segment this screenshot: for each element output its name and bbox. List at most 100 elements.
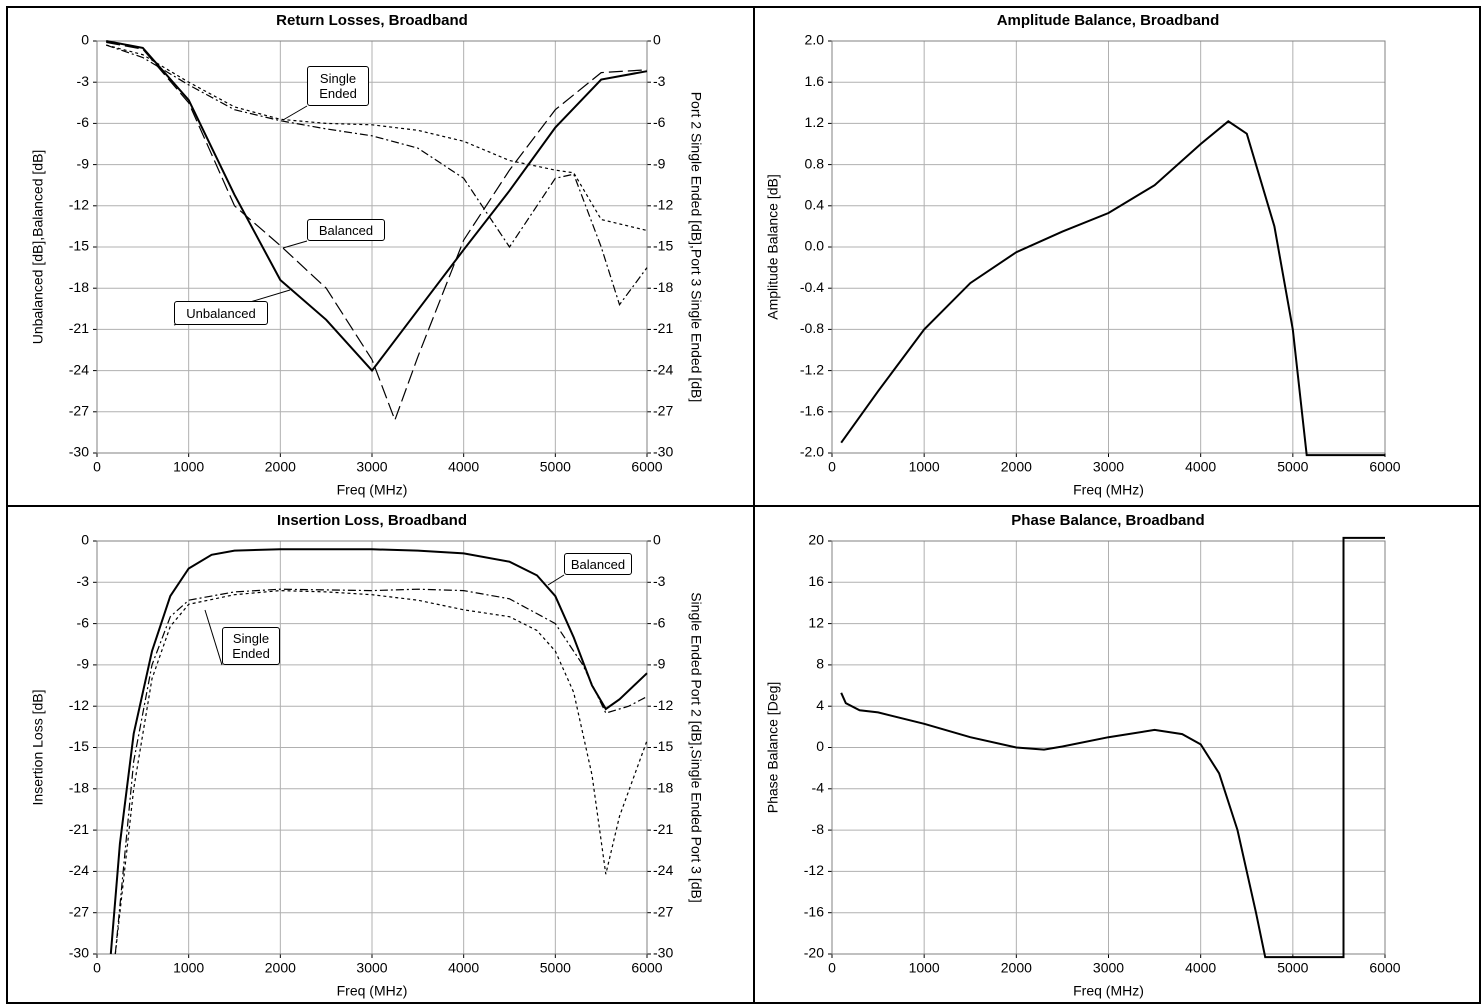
y2-tick-label: -9: [653, 656, 666, 672]
y-tick-label: -30: [69, 945, 89, 961]
x-tick-label: 5000: [540, 960, 571, 976]
y2-tick-label: -12: [653, 197, 673, 213]
series-line: [106, 41, 648, 422]
callout: Balanced: [564, 553, 632, 575]
y-tick-label: -27: [69, 903, 89, 919]
series-line: [106, 40, 648, 373]
callout: Single Ended: [307, 66, 369, 106]
x-tick-label: 3000: [356, 960, 387, 976]
y2-tick-label: 0: [653, 32, 661, 48]
y-tick-label: 0: [81, 532, 89, 548]
x-tick-label: 0: [828, 459, 836, 475]
chart-title: Insertion Loss, Broadband: [277, 512, 467, 529]
x-tick-label: 6000: [631, 459, 662, 475]
x-tick-label: 6000: [1369, 459, 1400, 475]
series-line: [840, 120, 1385, 457]
x-tick-label: 1000: [909, 459, 940, 475]
x-axis-label: Freq (MHz): [337, 482, 408, 498]
callout: Unbalanced: [174, 301, 268, 325]
y-tick-label: -0.4: [800, 279, 824, 295]
y-tick-label: -12: [69, 697, 89, 713]
y2-tick-label: -27: [653, 403, 673, 419]
y2-axis-label: Single Ended Port 2 [dB],Single Ended Po…: [688, 592, 704, 903]
x-tick-label: 4000: [448, 459, 479, 475]
y-tick-label: 4: [816, 697, 824, 713]
y-tick-label: -9: [77, 155, 90, 171]
callout: Single Ended: [222, 627, 280, 665]
chart-title: Amplitude Balance, Broadband: [997, 12, 1220, 29]
y2-tick-label: -15: [653, 238, 673, 254]
x-tick-label: 0: [93, 459, 101, 475]
callout-leader: [282, 240, 308, 249]
y2-tick-label: -3: [653, 73, 666, 89]
y-axis-label: Unbalanced [dB],Balanced [dB]: [30, 150, 46, 345]
chart-title: Return Losses, Broadband: [276, 12, 468, 29]
y-tick-label: 0.0: [805, 238, 825, 254]
y-axis-label: Amplitude Balance [dB]: [765, 174, 781, 320]
series-line: [106, 44, 648, 307]
series-line: [840, 536, 1385, 959]
x-tick-label: 0: [828, 960, 836, 976]
y-tick-label: -27: [69, 403, 89, 419]
x-tick-label: 6000: [1369, 960, 1400, 976]
plot-border: [96, 540, 648, 955]
y-tick-label: -1.2: [800, 361, 824, 377]
y-tick-label: 2.0: [805, 32, 825, 48]
y2-tick-label: -27: [653, 903, 673, 919]
y2-tick-label: -21: [653, 821, 673, 837]
x-tick-label: 4000: [1185, 459, 1216, 475]
y2-tick-label: -15: [653, 738, 673, 754]
legend-entry: Balanced: [564, 553, 632, 575]
series-line: [109, 548, 648, 955]
y-tick-label: -1.6: [800, 403, 824, 419]
x-tick-label: 5000: [540, 459, 571, 475]
x-tick-label: 4000: [448, 960, 479, 976]
y-tick-label: 0.8: [805, 155, 825, 171]
y-tick-label: -15: [69, 238, 89, 254]
y-tick-label: -15: [69, 738, 89, 754]
x-tick-label: 1000: [909, 960, 940, 976]
y-axis-label: Phase Balance [Deg]: [765, 682, 781, 814]
series-line: [114, 589, 648, 955]
y2-tick-label: 0: [653, 532, 661, 548]
x-tick-label: 6000: [631, 960, 662, 976]
y2-tick-label: -30: [653, 945, 673, 961]
y-tick-label: 0.4: [805, 197, 825, 213]
y-tick-label: -2.0: [800, 444, 824, 460]
y-tick-label: 1.2: [805, 114, 825, 130]
callout-leader: [204, 609, 223, 666]
callout-leader: [547, 574, 565, 586]
y-tick-label: -24: [69, 862, 89, 878]
series-line: [106, 44, 648, 232]
y-tick-label: -18: [69, 279, 89, 295]
x-tick-label: 2000: [1001, 960, 1032, 976]
x-tick-label: 5000: [1277, 459, 1308, 475]
y-tick-label: -8: [812, 821, 825, 837]
y-tick-label: 12: [808, 614, 824, 630]
y-tick-label: -21: [69, 320, 89, 336]
y-tick-label: -3: [77, 573, 90, 589]
x-tick-label: 1000: [173, 459, 204, 475]
x-axis-label: Freq (MHz): [1073, 482, 1144, 498]
x-axis-label: Freq (MHz): [1073, 983, 1144, 999]
x-tick-label: 1000: [173, 960, 204, 976]
x-tick-label: 3000: [1093, 960, 1124, 976]
y2-tick-label: -6: [653, 114, 666, 130]
y-tick-label: -6: [77, 614, 90, 630]
y2-tick-label: -9: [653, 155, 666, 171]
x-tick-label: 3000: [1093, 459, 1124, 475]
legend-entry: Single Ended: [222, 627, 280, 665]
y-tick-label: -21: [69, 821, 89, 837]
plot-border: [96, 40, 648, 454]
x-tick-label: 2000: [1001, 459, 1032, 475]
x-tick-label: 4000: [1185, 960, 1216, 976]
series-line: [114, 588, 648, 955]
y-tick-label: -6: [77, 114, 90, 130]
y-tick-label: -0.8: [800, 320, 824, 336]
x-axis-label: Freq (MHz): [337, 983, 408, 999]
plot-border: [831, 40, 1386, 454]
legend-entry: Unbalanced: [174, 301, 268, 325]
y-tick-label: -4: [812, 780, 825, 796]
x-tick-label: 5000: [1277, 960, 1308, 976]
